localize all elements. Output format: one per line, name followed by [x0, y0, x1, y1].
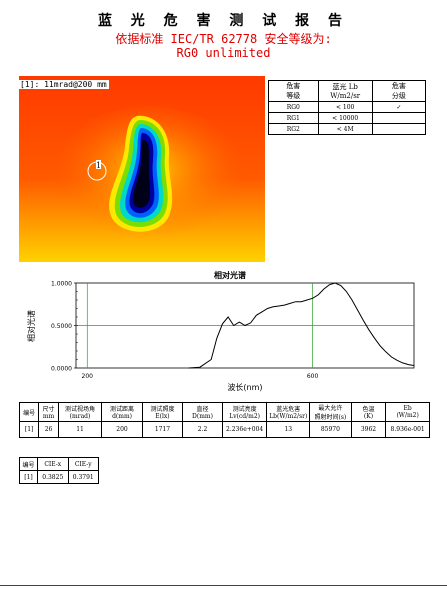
result-cell: 85970 — [309, 421, 352, 438]
results-header: Lb(W/m2/sr) — [269, 413, 308, 420]
limit-cell: < 100 — [317, 101, 373, 113]
relative-spectrum-chart: 相对光谱 0.0000 0.5000 1.0000 200 600 波长(nm) 相对光… — [26, 270, 415, 392]
limits-row: RG2 < 4M — [268, 123, 427, 135]
hazard-limits-table: 危害等级 蓝光 Lb W/m2/sr 危害分级 RG0 < 100 ✓ RG1 <… — [268, 80, 427, 135]
result-cell: 200 — [101, 421, 143, 438]
result-cell: 11 — [57, 421, 103, 438]
limits-header: 等级 — [286, 92, 301, 100]
results-header: 最大允许 — [318, 405, 343, 412]
series-line — [188, 282, 415, 369]
cie-header-row: 编号 CIE-x CIE-y — [18, 457, 99, 471]
results-header: mm — [42, 413, 55, 420]
luminance-image: 1 — [19, 76, 265, 262]
results-header: d(mm) — [112, 413, 132, 420]
y-tick-label: 1.0000 — [51, 281, 72, 288]
x-tick-label: 200 — [82, 373, 94, 380]
results-header: D(mm) — [192, 413, 213, 420]
result-cell: 8.936e-001 — [385, 421, 430, 438]
image-marker: 1 — [96, 161, 101, 170]
cie-cell: [1] — [18, 470, 39, 484]
result-cell: 26 — [38, 421, 59, 438]
cie-cell: 0.3825 — [37, 470, 69, 484]
check-mark: ✓ — [371, 101, 427, 113]
results-header: (mrad) — [69, 413, 91, 420]
report-title: 蓝 光 危 害 测 试 报 告 — [97, 13, 350, 29]
cie-header: CIE-y — [67, 457, 99, 471]
cie-header: 编号 — [18, 457, 39, 471]
chart-title: 相对光谱 — [214, 270, 246, 280]
results-header: Eb — [403, 405, 412, 412]
limits-row: RG0 < 100 ✓ — [268, 101, 427, 113]
level-cell: RG2 — [268, 123, 319, 135]
result-cell: [1] — [18, 421, 40, 438]
results-header: Lv(cd/m2) — [229, 413, 261, 420]
standard-line: 依据标准 IEC/TR 62778 安全等级为: — [115, 32, 332, 46]
result-cell: 2.236e+004 — [221, 421, 268, 438]
results-header: 测试亮度 — [232, 406, 257, 413]
result-cell: 1717 — [141, 421, 184, 438]
results-header: E(lx) — [155, 413, 170, 420]
results-header: 编号 — [23, 409, 36, 417]
results-header: 测试视场角 — [65, 406, 96, 413]
limits-header: 危害 — [391, 82, 406, 90]
results-header: 色温 — [362, 406, 375, 413]
results-header: 测试距离 — [110, 406, 135, 413]
result-cell: 3962 — [350, 421, 387, 438]
cie-table: 编号 CIE-x CIE-y [1] 0.3825 0.3791 — [18, 457, 99, 484]
results-header: 直径 — [196, 406, 209, 413]
y-axis-label: 相对光谱 — [26, 310, 36, 342]
cie-cell: 0.3791 — [67, 470, 99, 484]
limits-header: 危害 — [286, 82, 301, 90]
results-header: 尺寸 — [42, 406, 55, 413]
result-cell: 2.2 — [182, 421, 223, 438]
y-tick-label: 0.5000 — [51, 323, 72, 330]
y-tick-label: 0.0000 — [51, 366, 72, 373]
check-mark — [371, 112, 427, 124]
check-mark — [371, 123, 427, 135]
results-header-row: 编号 尺寸 mm 测试视场角 (mrad) 测试距离 d(mm) 测试照度 E(lx) … — [18, 402, 430, 422]
limits-header: 蓝光 Lb — [332, 83, 358, 91]
level-cell: RG1 — [268, 112, 319, 124]
results-row: [1] 26 11 200 1717 2.2 2.236e+004 13 859… — [18, 421, 430, 438]
limits-header: 分级 — [391, 92, 406, 100]
level-cell: RG0 — [268, 101, 319, 113]
results-table: 编号 尺寸 mm 测试视场角 (mrad) 测试距离 d(mm) 测试照度 E(lx) … — [18, 402, 430, 438]
results-header: 照射时间(s) — [314, 414, 347, 421]
results-header: 蓝光危害 — [276, 406, 301, 413]
cie-row: [1] 0.3825 0.3791 — [18, 470, 99, 484]
limits-header-row: 危害等级 蓝光 Lb W/m2/sr 危害分级 — [268, 80, 427, 102]
results-header: (W/m2) — [396, 412, 419, 419]
footer-rule — [0, 585, 447, 586]
x-axis-label: 波长(nm) — [227, 382, 262, 392]
result-cell: 13 — [266, 421, 311, 438]
safety-rating: RG0 unlimited — [176, 46, 271, 60]
limits-row: RG1 < 10000 — [268, 112, 427, 124]
limit-cell: < 4M — [317, 123, 373, 135]
results-header: 测试照度 — [150, 406, 175, 413]
limits-header: W/m2/sr — [330, 92, 361, 100]
image-label: [1]: 11mrad@200 mm — [18, 80, 109, 89]
limit-cell: < 10000 — [317, 112, 373, 124]
results-header: (K) — [363, 413, 374, 420]
cie-header: CIE-x — [37, 457, 69, 471]
x-tick-label: 600 — [307, 373, 319, 380]
